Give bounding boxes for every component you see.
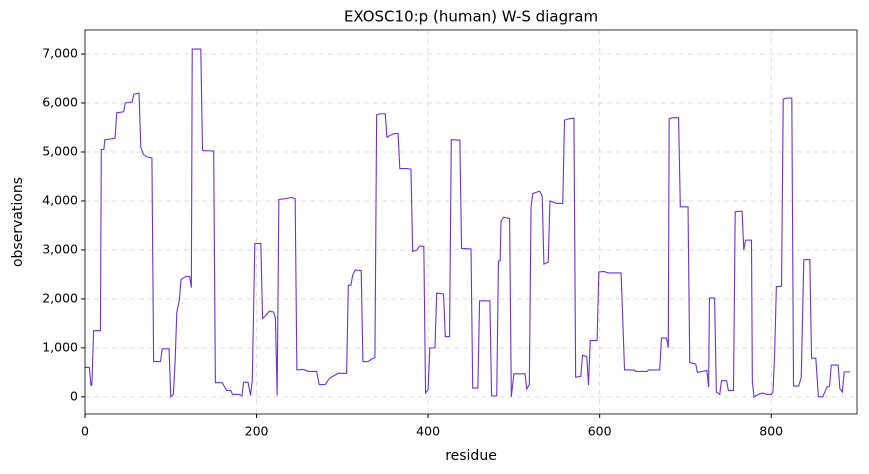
y-tick-label: 5,000: [42, 143, 78, 158]
y-tick-label: 2,000: [42, 290, 78, 305]
x-tick-label: 600: [588, 424, 612, 439]
y-tick-label: 0: [70, 388, 78, 403]
y-tick-label: 7,000: [42, 46, 78, 61]
data-line: [85, 48, 851, 399]
x-tick-label: 0: [81, 424, 89, 439]
y-tick-label: 4,000: [42, 192, 78, 207]
x-tick-label: 200: [245, 424, 269, 439]
y-axis-label: observations: [10, 177, 26, 267]
y-tick-label: 3,000: [42, 241, 78, 256]
x-tick-label: 400: [416, 424, 440, 439]
x-axis-label: residue: [445, 448, 497, 464]
x-tick-label: 800: [759, 424, 783, 439]
y-tick-label: 1,000: [42, 339, 78, 354]
y-tick-label: 6,000: [42, 94, 78, 109]
chart-title: EXOSC10:p (human) W-S diagram: [344, 8, 598, 26]
plot-frame: [84, 29, 858, 415]
